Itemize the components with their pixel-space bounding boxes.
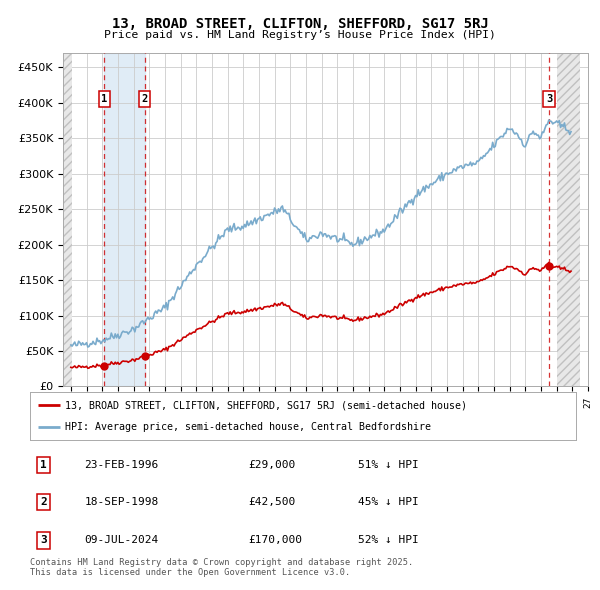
- Bar: [63, 53, 72, 386]
- Text: 2: 2: [40, 497, 47, 507]
- Text: 51% ↓ HPI: 51% ↓ HPI: [358, 460, 418, 470]
- Text: Price paid vs. HM Land Registry’s House Price Index (HPI): Price paid vs. HM Land Registry’s House …: [104, 30, 496, 40]
- Text: HPI: Average price, semi-detached house, Central Bedfordshire: HPI: Average price, semi-detached house,…: [65, 422, 431, 432]
- Bar: [557, 53, 580, 386]
- Text: £170,000: £170,000: [248, 535, 302, 545]
- Text: 52% ↓ HPI: 52% ↓ HPI: [358, 535, 418, 545]
- Text: 23-FEB-1996: 23-FEB-1996: [85, 460, 159, 470]
- Text: 09-JUL-2024: 09-JUL-2024: [85, 535, 159, 545]
- Bar: [104, 53, 145, 386]
- Text: 13, BROAD STREET, CLIFTON, SHEFFORD, SG17 5RJ (semi-detached house): 13, BROAD STREET, CLIFTON, SHEFFORD, SG1…: [65, 400, 467, 410]
- Text: 1: 1: [101, 94, 107, 104]
- Text: £42,500: £42,500: [248, 497, 296, 507]
- Text: £29,000: £29,000: [248, 460, 296, 470]
- Text: 3: 3: [40, 535, 47, 545]
- Text: 2: 2: [142, 94, 148, 104]
- Text: 18-SEP-1998: 18-SEP-1998: [85, 497, 159, 507]
- Text: 1: 1: [40, 460, 47, 470]
- Text: 45% ↓ HPI: 45% ↓ HPI: [358, 497, 418, 507]
- Text: 3: 3: [546, 94, 552, 104]
- Text: 13, BROAD STREET, CLIFTON, SHEFFORD, SG17 5RJ: 13, BROAD STREET, CLIFTON, SHEFFORD, SG1…: [112, 17, 488, 31]
- Text: Contains HM Land Registry data © Crown copyright and database right 2025.
This d: Contains HM Land Registry data © Crown c…: [30, 558, 413, 577]
